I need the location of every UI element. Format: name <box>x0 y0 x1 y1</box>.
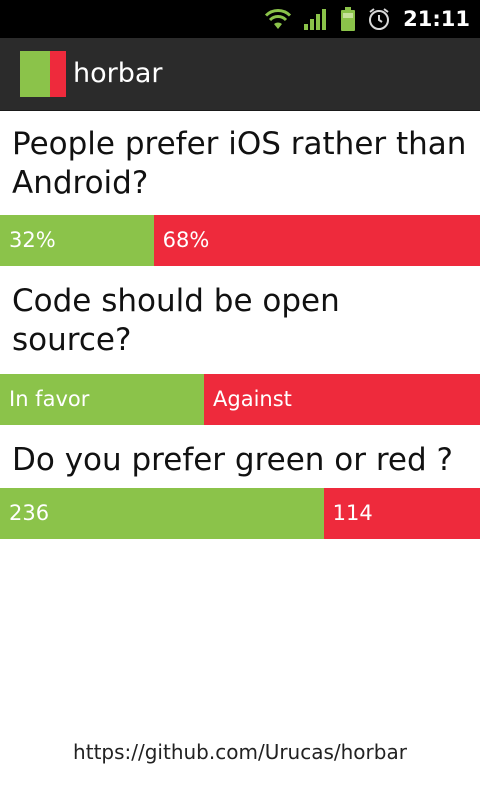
bar-right-segment: Against <box>204 374 480 425</box>
status-icons: 21:11 <box>263 0 470 38</box>
wifi-icon <box>263 7 293 31</box>
question-text: Code should be open source? <box>12 283 340 358</box>
battery-icon <box>339 6 357 32</box>
question-text: People prefer iOS rather than Android? <box>12 126 467 201</box>
bar-left-segment: 32% <box>0 215 154 266</box>
bar-left-segment: In favor <box>0 374 204 425</box>
alarm-icon <box>367 7 391 31</box>
footer-link[interactable]: https://github.com/Urucas/horbar <box>73 740 407 764</box>
bar-right-segment: 114 <box>323 488 480 539</box>
bar-left-segment: 236 <box>0 488 324 539</box>
bars-list: People prefer iOS rather than Android? 3… <box>0 110 480 539</box>
horizontal-bar: 236 114 <box>0 488 480 539</box>
signal-icon <box>303 7 329 31</box>
horizontal-bar: 32% 68% <box>0 215 480 266</box>
question-text: Do you prefer green or red ? <box>12 442 453 478</box>
status-bar: 21:11 <box>0 0 480 38</box>
app-title: horbar <box>73 58 163 89</box>
bar-block: Code should be open source? In favor Aga… <box>0 266 480 425</box>
bar-right-segment: 68% <box>153 215 480 266</box>
status-time: 21:11 <box>403 7 470 31</box>
action-bar <box>0 38 480 111</box>
logo-green-block <box>20 51 50 97</box>
bar-block: Do you prefer green or red ? 236 114 <box>0 425 480 539</box>
logo-red-block <box>50 51 66 97</box>
app-logo-icon <box>20 51 66 97</box>
horizontal-bar: In favor Against <box>0 374 480 425</box>
bar-block: People prefer iOS rather than Android? 3… <box>0 110 480 266</box>
